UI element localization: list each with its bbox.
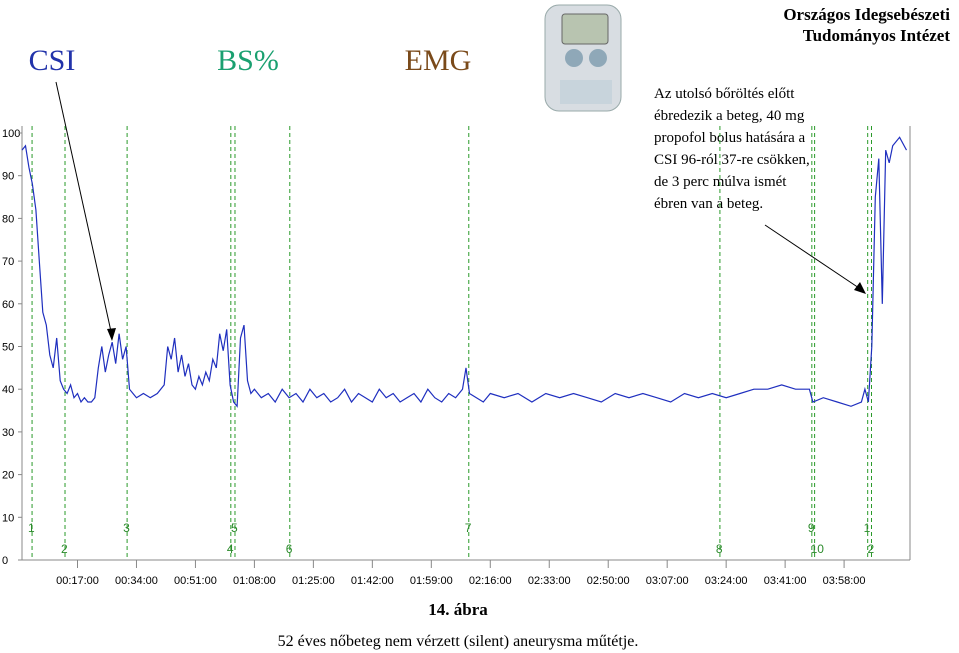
institution: Tudományos Intézet [803,26,951,45]
y-tick-label: 10 [2,512,14,524]
arrowhead [854,282,866,294]
event-label: 6 [286,542,293,556]
caption: 14. ábra [428,600,488,619]
csi-line [21,136,908,408]
x-tick-label: 03:58:00 [823,575,866,587]
y-tick-label: 20 [2,470,14,482]
y-tick-label: 0 [2,555,8,567]
y-tick-label: 70 [2,256,14,268]
event-label: 9 [808,521,815,535]
annotation: Az utolsó bőröltés előtt ébredezik a bete… [654,86,810,212]
event-label: 5 [231,521,238,535]
x-tick-label: 01:59:00 [410,575,453,587]
series-label: CSI [29,44,76,77]
event-label: 3 [123,521,130,535]
x-tick-label: 02:16:00 [469,575,512,587]
annotation-line: de 3 perc múlva ismét [654,174,787,190]
y-tick-label: 60 [2,299,14,311]
event-label: 1 [864,521,871,535]
channel-label: BS% [217,44,279,77]
y-tick-label: 80 [2,213,14,225]
y-tick-label: 40 [2,384,14,396]
x-tick-label: 03:41:00 [764,575,807,587]
event-label: 2 [867,542,874,556]
annotation-line: propofol bolus hatására a [654,130,806,146]
x-tick-label: 03:24:00 [705,575,748,587]
x-tick-label: 02:50:00 [587,575,630,587]
device-image [544,4,622,112]
annotation-line: ébredezik a beteg, 40 mg [654,108,805,124]
y-tick-label: 30 [2,427,14,439]
x-tick-label: 01:25:00 [292,575,335,587]
channel-label: EMG [405,44,472,77]
annotation-line: CSI 96-ról 37-re csökken, [654,152,810,168]
annotation-line: Az utolsó bőröltés előtt [654,86,795,102]
y-tick-label: 50 [2,342,14,354]
event-label: 8 [716,542,723,556]
y-tick-label: 90 [2,171,14,183]
arrowhead [107,328,116,341]
x-tick-label: 01:42:00 [351,575,394,587]
x-tick-label: 00:34:00 [115,575,158,587]
event-label: 7 [465,521,472,535]
y-tick-label: 100 [2,128,20,140]
arrow [55,81,113,337]
x-tick-label: 02:33:00 [528,575,571,587]
x-tick-label: 00:51:00 [174,575,217,587]
event-label: 1 [28,521,35,535]
plot: 0 10 20 30 40 50 60 70 80 90 100 00:17:00 00:34:00 00… [2,126,911,587]
x-tick-label: 00:17:00 [56,575,99,587]
event-label: 2 [61,542,68,556]
institution: Országos Idegsebészeti [783,5,950,24]
x-tick-label: 03:07:00 [646,575,689,587]
description: 52 éves nőbeteg nem vérzett (silent) ane… [278,633,639,650]
arrow [764,224,863,291]
event-label: 4 [227,542,234,556]
annotation-line: ébren van a beteg. [654,196,763,212]
event-label: 10 [811,542,825,556]
x-tick-label: 01:08:00 [233,575,276,587]
